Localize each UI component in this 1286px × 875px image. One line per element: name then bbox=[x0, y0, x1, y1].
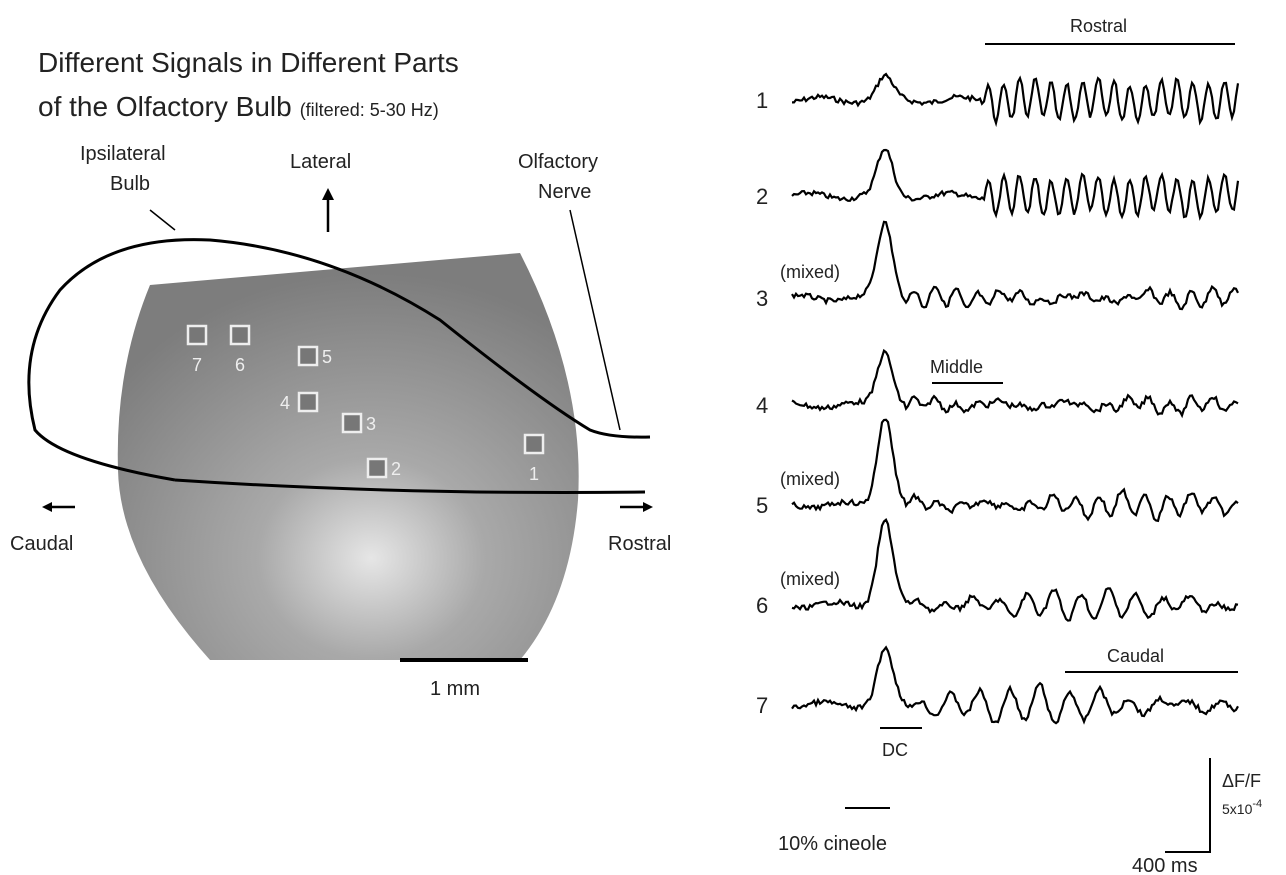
label: Olfactory bbox=[518, 151, 598, 173]
roi-label: 2 bbox=[391, 459, 401, 479]
roi-label: 3 bbox=[366, 414, 376, 434]
label: Lateral bbox=[290, 151, 351, 173]
nerve-outline bbox=[174, 478, 646, 494]
trace-label: 7 bbox=[756, 693, 768, 718]
trace bbox=[791, 518, 1239, 622]
trace bbox=[791, 645, 1239, 725]
scale-exponent: -4 bbox=[1252, 798, 1262, 810]
roi-label: 6 bbox=[235, 355, 245, 375]
scale-label: 400 ms bbox=[1132, 855, 1198, 875]
scale-label: 5x10 bbox=[1222, 801, 1253, 817]
title-line: of the Olfactory Bulb bbox=[38, 91, 292, 122]
roi bbox=[523, 433, 545, 455]
trace-label: 4 bbox=[756, 393, 768, 418]
label: Bulb bbox=[110, 173, 150, 195]
roi-label: 7 bbox=[192, 355, 202, 375]
label: Caudal bbox=[10, 533, 73, 555]
trace-label: 5 bbox=[756, 493, 768, 518]
stimulus-label: 10% cineole bbox=[778, 833, 887, 855]
roi-label: 4 bbox=[280, 393, 290, 413]
roi-label: 5 bbox=[322, 347, 332, 367]
trace-label: 1 bbox=[756, 88, 768, 113]
trace-label: 3 bbox=[756, 286, 768, 311]
pointer-line bbox=[149, 209, 176, 231]
scale-label: 1 mm bbox=[430, 678, 480, 700]
subtitle: (filtered: 5-30 Hz) bbox=[300, 100, 439, 120]
region-label: Caudal bbox=[1107, 646, 1164, 666]
roi-label: 1 bbox=[529, 464, 539, 484]
roi bbox=[341, 412, 363, 434]
label: Nerve bbox=[538, 181, 591, 203]
trace-note: (mixed) bbox=[780, 262, 840, 282]
stimulus-label: DC bbox=[882, 740, 908, 760]
trace bbox=[791, 348, 1239, 419]
arrow bbox=[322, 188, 334, 200]
trace bbox=[791, 220, 1239, 311]
roi bbox=[229, 324, 251, 346]
scale-bar bbox=[1165, 758, 1211, 853]
roi bbox=[297, 391, 319, 413]
title-line: Different Signals in Different Parts bbox=[38, 47, 459, 78]
arrow bbox=[643, 502, 653, 512]
scale-label: ΔF/F bbox=[1222, 771, 1261, 791]
title-line: of the Olfactory Bulb (filtered: 5-30 Hz) bbox=[38, 91, 439, 122]
label: Ipsilateral bbox=[80, 143, 166, 165]
roi bbox=[366, 457, 388, 479]
roi bbox=[186, 324, 208, 346]
arrow bbox=[42, 502, 52, 512]
roi bbox=[297, 345, 319, 367]
trace-label: 6 bbox=[756, 593, 768, 618]
label: Rostral bbox=[608, 533, 671, 555]
trace bbox=[791, 148, 1240, 221]
bulb-image bbox=[117, 253, 579, 660]
trace-note: (mixed) bbox=[780, 569, 840, 589]
bulb-outline bbox=[27, 238, 651, 482]
trace bbox=[791, 418, 1239, 523]
trace-group: 1 2 3 (mixed) 4 5 (mixed) 6 (mixed) 7 bbox=[756, 72, 1240, 725]
trace-label: 2 bbox=[756, 184, 768, 209]
region-label: Middle bbox=[930, 357, 983, 377]
trace-note: (mixed) bbox=[780, 469, 840, 489]
roi-group: 7 6 5 4 3 2 1 bbox=[186, 324, 545, 484]
pointer-line bbox=[569, 209, 621, 431]
scale-label: 5x10-4 bbox=[1222, 798, 1262, 817]
trace bbox=[792, 72, 1240, 128]
region-label: Rostral bbox=[1070, 16, 1127, 36]
